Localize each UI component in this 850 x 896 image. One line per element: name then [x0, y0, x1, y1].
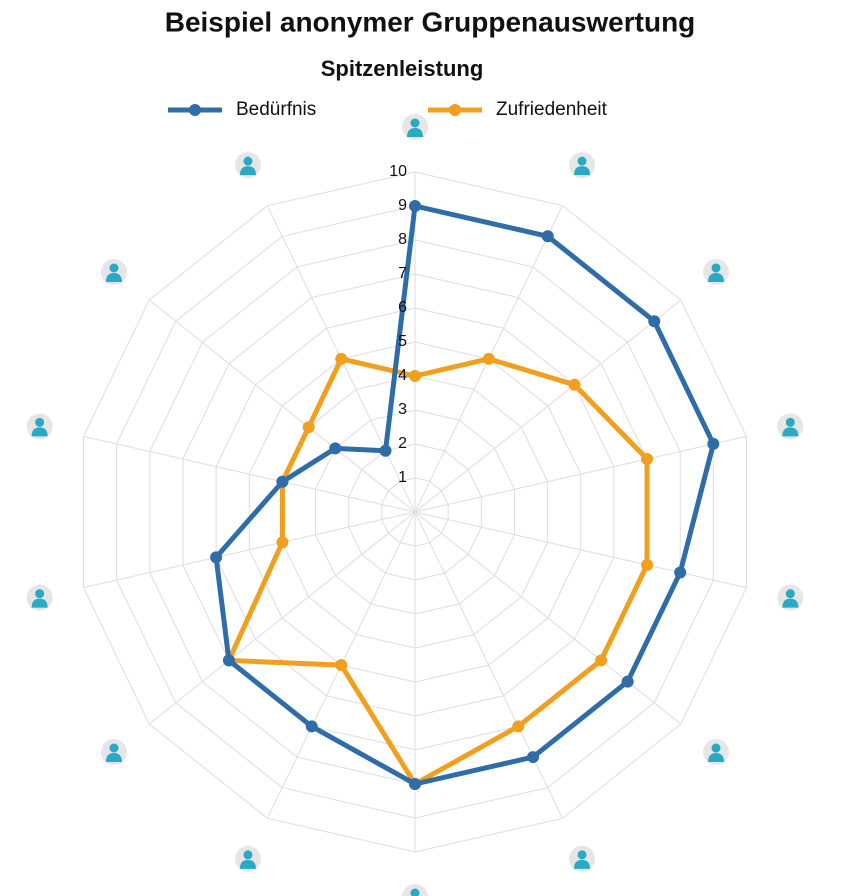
r-tick-label: 3 [398, 401, 407, 418]
series-line [226, 356, 650, 787]
series-point [541, 230, 554, 243]
series-point [707, 437, 720, 450]
r-tick-label: 5 [398, 333, 407, 350]
axis-icon [703, 739, 730, 766]
series-point [302, 421, 315, 434]
series-point [305, 720, 318, 733]
r-tick-label: 9 [398, 197, 407, 214]
grid-spoke [83, 435, 416, 513]
axis-icon [402, 884, 428, 896]
axis-icon [777, 584, 804, 611]
axis-icon [569, 152, 596, 179]
series-point [210, 551, 223, 564]
axis-icon [703, 258, 730, 285]
axis-icon [569, 845, 596, 872]
series-point [641, 558, 654, 571]
series-point [276, 536, 289, 549]
grid-spoke [414, 511, 747, 589]
r-tick-label: 1 [398, 469, 407, 486]
grid-spoke [148, 299, 416, 513]
r-tick-label: 7 [398, 265, 407, 282]
series-point [335, 659, 348, 672]
series-point [409, 778, 421, 790]
axis-icon [234, 152, 261, 179]
grid-spoke [148, 511, 416, 725]
grid-spoke [83, 511, 416, 589]
grid-spoke [414, 511, 563, 819]
axis-icon [777, 413, 804, 440]
legend-marker [189, 104, 201, 116]
series-point [409, 370, 421, 382]
series-point [222, 654, 235, 667]
series-point [276, 475, 289, 488]
grid-spoke [414, 511, 682, 725]
legend-label: Zufriedenheit [496, 99, 608, 120]
r-tick-label: 4 [398, 367, 407, 384]
series-point [379, 444, 392, 457]
axis-icon [402, 114, 428, 140]
r-tick-label: 2 [398, 435, 407, 452]
series-point [641, 453, 654, 466]
axis-icon [26, 413, 53, 440]
series-point [335, 352, 348, 365]
legend-label: Bedürfnis [236, 99, 316, 120]
axis-icon [26, 584, 53, 611]
series-point [621, 675, 634, 688]
series-point [648, 315, 661, 328]
chart-subtitle: Spitzenleistung [321, 56, 484, 81]
axis-icon [100, 258, 127, 285]
series-point [329, 442, 342, 455]
series-point [568, 378, 581, 391]
grid-spoke [414, 299, 682, 513]
r-tick-label: 8 [398, 231, 407, 248]
series-point [409, 200, 421, 212]
legend-marker [449, 104, 461, 116]
grid-spoke [414, 435, 747, 513]
series-point [527, 751, 540, 764]
series-line [213, 203, 716, 787]
series-point [595, 654, 608, 667]
series-point [512, 720, 525, 733]
series-point [674, 566, 687, 579]
axis-icon [100, 739, 127, 766]
r-tick-label: 6 [398, 299, 407, 316]
series-point [482, 352, 495, 365]
r-tick-label: 10 [389, 163, 407, 180]
axis-icon [234, 845, 261, 872]
chart-title: Beispiel anonymer Gruppenauswertung [165, 6, 696, 37]
